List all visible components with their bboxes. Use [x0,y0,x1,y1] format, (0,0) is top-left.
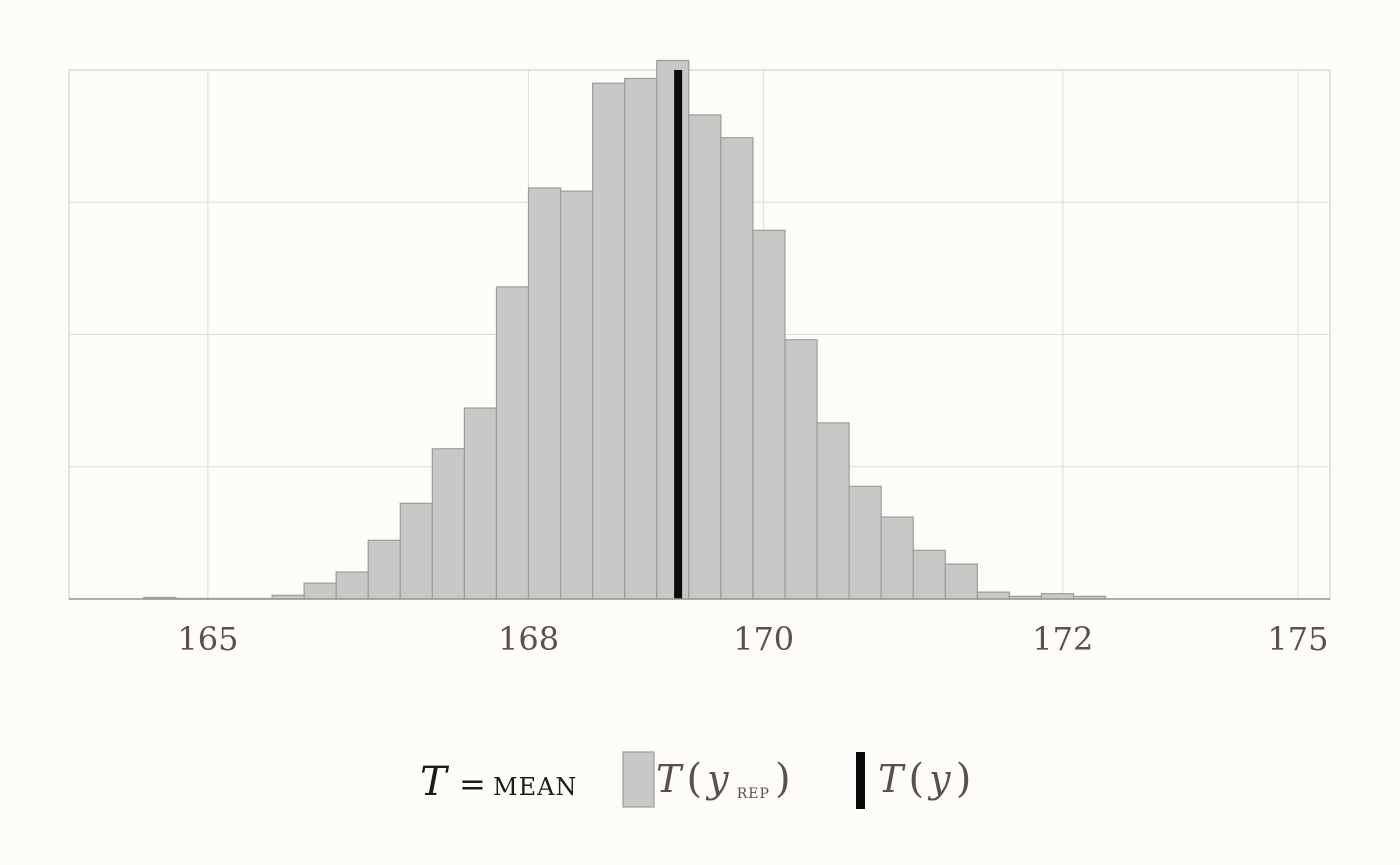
legend-stat-name: mean [493,764,577,804]
x-axis: 165 168 170 172 175 [69,598,1330,658]
histogram-bar [720,137,754,600]
legend-obs-close: ) [956,756,972,802]
histogram-bar [848,485,882,600]
histogram-bar [624,77,658,600]
histogram-bars [143,59,1107,600]
histogram-bar [944,563,978,600]
histogram-bar [816,422,850,600]
legend-obs-swatch [856,752,865,809]
x-tick-label: 175 [1267,620,1328,658]
histogram-bar [527,187,562,600]
histogram-bar [303,582,337,600]
x-tick-label: 172 [1032,620,1093,658]
histogram-bar [656,59,690,600]
legend-obs-func: T [878,757,906,801]
histogram-bar [784,339,818,600]
histogram-bar [495,286,530,600]
histogram-bar [880,516,914,600]
legend-obs-open: ( [908,756,924,802]
histogram-bar [592,82,626,600]
legend-rep-var: y [705,757,729,801]
histogram-bar [976,591,1011,600]
x-tick-label: 168 [498,620,559,658]
legend-rep-label: T ( y rep ) [656,756,791,803]
histogram-bar [431,448,465,600]
histogram-bar [688,114,722,600]
legend-rep-close: ) [775,756,791,802]
histogram-bar [335,571,369,600]
legend-equals: = [459,765,486,803]
legend: T = mean T ( y rep ) T ( y ) [420,751,971,809]
x-tick-label: 165 [177,620,238,658]
legend-rep-open: ( [686,756,702,802]
legend-obs-label: T ( y ) [878,756,971,802]
histogram-bar [1040,593,1075,600]
histogram-bar [463,407,498,600]
legend-rep-func: T [656,757,684,801]
x-tick-label: 170 [733,620,794,658]
legend-obs-var: y [927,757,951,801]
histogram-bar [912,549,946,600]
legend-rep-swatch [622,751,655,808]
histogram-bar [559,190,594,600]
histogram-bar [399,502,433,600]
legend-stat-symbol: T [420,759,450,805]
histogram-bar [367,539,401,600]
histogram-bar [752,229,786,600]
legend-rep-sub: rep [737,779,770,803]
